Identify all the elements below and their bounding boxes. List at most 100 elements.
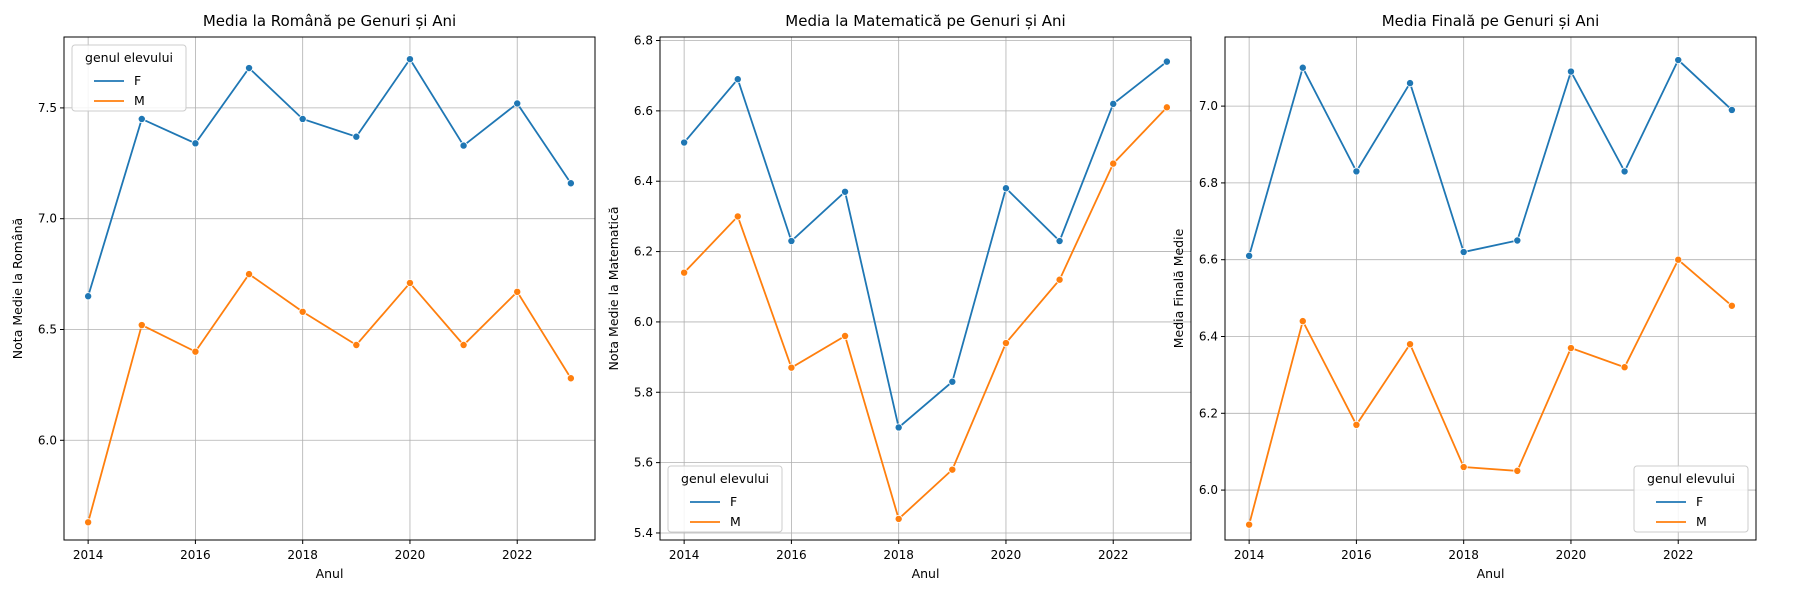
legend-box xyxy=(71,44,187,112)
legend: genul elevului FM xyxy=(1633,465,1749,533)
data-point-M xyxy=(459,341,468,350)
data-point-M xyxy=(1406,340,1415,349)
y-tick-label: 5.6 xyxy=(634,456,653,470)
data-point-F xyxy=(245,64,254,73)
x-tick-label: 2014 xyxy=(669,548,700,562)
data-point-F xyxy=(1513,236,1522,245)
data-point-M xyxy=(1620,363,1629,372)
data-point-F xyxy=(841,187,850,196)
data-point-M xyxy=(1109,159,1118,168)
x-tick-label: 2018 xyxy=(287,548,318,562)
data-point-F xyxy=(1620,167,1629,176)
data-point-F xyxy=(787,237,796,246)
y-tick-label: 6.4 xyxy=(634,174,653,188)
data-point-M xyxy=(1352,420,1361,429)
legend: genul elevului FM xyxy=(667,465,783,533)
y-tick-label: 6.2 xyxy=(634,245,653,259)
y-tick-label: 6.4 xyxy=(1199,329,1218,343)
legend-label-F: F xyxy=(730,494,737,509)
x-tick-label: 2018 xyxy=(1448,548,1479,562)
data-point-F xyxy=(1001,184,1010,193)
legend-label-M: M xyxy=(1696,514,1707,529)
data-point-F xyxy=(352,132,361,141)
data-point-M xyxy=(1727,301,1736,310)
chart-panel-3: 2014 2016 2018 2020 2022 6.0 6.2 6.4 6.6 6.8 7.0 Me… xyxy=(1171,12,1757,581)
data-point-M xyxy=(1566,344,1575,353)
data-point-F xyxy=(1055,237,1064,246)
chart-title: Media la Matematică pe Genuri și Ani xyxy=(785,12,1065,30)
x-tick-label: 2016 xyxy=(180,548,211,562)
data-point-M xyxy=(733,212,742,221)
plot-frame xyxy=(63,36,596,541)
legend-box xyxy=(667,465,783,533)
x-tick-label: 2016 xyxy=(776,548,807,562)
x-tick-label: 2018 xyxy=(883,548,914,562)
y-tick-label: 7.5 xyxy=(38,101,57,115)
data-point-F xyxy=(191,139,200,148)
chart-title: Media la Română pe Genuri și Ani xyxy=(203,12,456,30)
y-axis-label: Nota Medie la Matematică xyxy=(606,207,621,371)
data-point-M xyxy=(948,465,957,474)
data-point-F xyxy=(566,179,575,188)
chart-title: Media Finală pe Genuri și Ani xyxy=(1382,12,1600,30)
x-tick-label: 2022 xyxy=(1663,548,1694,562)
data-point-M xyxy=(245,270,254,279)
legend-label-M: M xyxy=(730,514,741,529)
data-point-M xyxy=(1674,255,1683,264)
data-point-M xyxy=(1162,103,1171,112)
y-tick-label: 6.6 xyxy=(1199,253,1218,267)
data-point-M xyxy=(84,518,93,527)
x-axis-label: Anul xyxy=(1477,566,1505,581)
data-point-F xyxy=(513,99,522,108)
data-point-F xyxy=(405,55,414,64)
y-tick-label: 5.4 xyxy=(634,526,653,540)
series-line-F xyxy=(87,57,572,297)
x-tick-label: 2016 xyxy=(1341,548,1372,562)
chart-panel-1: 2014 2016 2018 2020 2022 6.0 6.5 7.0 7.5 Media la… xyxy=(10,12,596,581)
y-tick-label: 5.8 xyxy=(634,385,653,399)
data-point-M xyxy=(566,374,575,383)
data-point-F xyxy=(1352,167,1361,176)
data-point-F xyxy=(1298,63,1307,72)
legend-title: genul elevului xyxy=(1647,471,1735,486)
data-point-F xyxy=(459,141,468,150)
y-axis-label: Media Finală Medie xyxy=(1171,228,1186,348)
data-point-F xyxy=(1727,105,1736,114)
data-point-M xyxy=(352,341,361,350)
plot-frame xyxy=(1224,36,1757,541)
legend-label-F: F xyxy=(134,73,141,88)
x-tick-label: 2020 xyxy=(991,548,1022,562)
data-point-M xyxy=(1298,317,1307,326)
x-tick-label: 2022 xyxy=(1098,548,1129,562)
data-point-F xyxy=(1245,251,1254,260)
data-point-F xyxy=(1406,79,1415,88)
y-tick-label: 6.2 xyxy=(1199,406,1218,420)
data-point-M xyxy=(298,307,307,316)
series-line-M xyxy=(683,106,1168,521)
data-point-M xyxy=(1055,275,1064,284)
y-tick-label: 6.6 xyxy=(634,104,653,118)
data-point-F xyxy=(1162,57,1171,66)
data-point-F xyxy=(680,138,689,147)
data-point-F xyxy=(1674,56,1683,65)
legend: genul elevului FM xyxy=(71,44,187,112)
data-point-M xyxy=(1459,463,1468,472)
y-tick-label: 6.0 xyxy=(1199,483,1218,497)
y-tick-label: 6.8 xyxy=(634,34,653,48)
legend-box xyxy=(1633,465,1749,533)
legend-title: genul elevului xyxy=(85,50,173,65)
x-tick-label: 2022 xyxy=(502,548,533,562)
series-line-F xyxy=(683,60,1168,430)
data-point-M xyxy=(841,331,850,340)
data-point-M xyxy=(1001,339,1010,348)
data-point-F xyxy=(84,292,93,301)
data-point-F xyxy=(894,423,903,432)
data-point-F xyxy=(1109,99,1118,108)
x-tick-label: 2020 xyxy=(1556,548,1587,562)
data-point-F xyxy=(1459,248,1468,257)
legend-label-M: M xyxy=(134,93,145,108)
plot-frame xyxy=(659,36,1192,541)
series-line-M xyxy=(1248,258,1733,525)
x-axis-label: Anul xyxy=(316,566,344,581)
